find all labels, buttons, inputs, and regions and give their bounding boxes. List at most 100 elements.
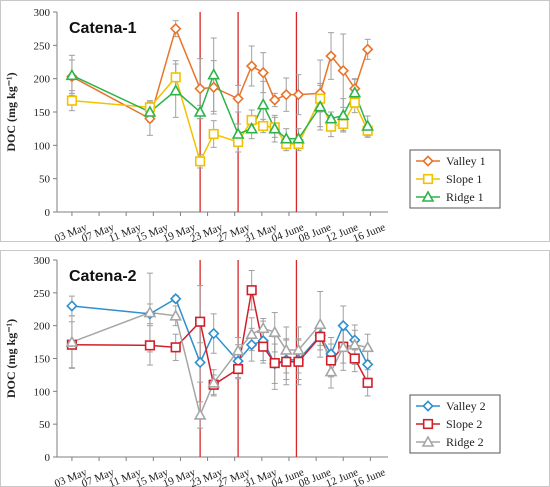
valley-1-point xyxy=(257,66,269,79)
ridge-2-point xyxy=(207,376,221,388)
catena-1-y-tick-label: 100 xyxy=(34,140,51,152)
slope-1-point xyxy=(338,118,349,130)
valley-1-point xyxy=(337,64,349,77)
valley-1-point xyxy=(207,81,220,94)
valley-2-legend-marker xyxy=(422,400,434,412)
ridge-1-point xyxy=(313,100,327,112)
valley-1-legend-label: Valley 1 xyxy=(446,154,486,168)
slope-2-point xyxy=(144,340,156,351)
ridge-2-point xyxy=(292,343,305,355)
slope-2-line xyxy=(71,290,369,386)
catena-2-y-axis-label: DOC (mg kg⁻¹) xyxy=(4,319,18,398)
slope-2-legend-marker xyxy=(422,418,434,430)
valley-2-line xyxy=(71,297,369,365)
slope-1-point xyxy=(325,121,337,132)
slope-1-legend-marker xyxy=(422,173,434,185)
catena-1-y-tick-label: 150 xyxy=(34,107,51,119)
catena-1-y-axis-label: DOC (mg kg⁻¹) xyxy=(4,72,18,151)
ridge-1-point xyxy=(336,108,350,121)
ridge-2-point xyxy=(143,305,157,318)
slope-2-point xyxy=(170,342,181,353)
valley-1-legend-marker xyxy=(422,155,434,167)
slope-2-point xyxy=(246,285,257,296)
ridge-2-point xyxy=(361,340,375,353)
slope-2-point xyxy=(195,316,206,327)
valley-2-point xyxy=(245,338,258,351)
slope-1-point xyxy=(66,95,78,106)
valley-2-point xyxy=(207,327,220,340)
slope-2-point xyxy=(293,356,304,367)
ridge-1-point xyxy=(169,84,183,96)
valley-1-point xyxy=(325,50,337,62)
ridge-2-point xyxy=(324,364,338,377)
ridge-2-point xyxy=(268,325,282,338)
catena-1-y-tick-label: 250 xyxy=(34,40,51,52)
ridge-2-point xyxy=(256,321,270,334)
ridge-2-legend-marker xyxy=(421,435,435,447)
ridge-1-point xyxy=(231,127,245,139)
catena-1-y-tick-label: 300 xyxy=(34,7,51,19)
ridge-1-point xyxy=(193,105,207,117)
ridge-1-point xyxy=(268,122,282,134)
ridge-1-point xyxy=(292,132,305,144)
catena-2-y-tick-label: 200 xyxy=(34,321,51,333)
slope-2-point xyxy=(281,356,292,367)
catena-1-title: Catena-1 xyxy=(69,20,137,37)
slope-2-point xyxy=(362,377,373,388)
ridge-2-point xyxy=(193,408,207,420)
ridge-2-point xyxy=(65,335,79,347)
slope-1-point xyxy=(170,72,181,83)
catena-1-y-tick-label: 50 xyxy=(39,174,51,186)
ridge-1-point xyxy=(143,105,157,117)
ridge-1-legend-marker xyxy=(421,190,435,202)
catena-1-legend: Valley 1 Slope 1 Ridge 1 xyxy=(409,149,501,209)
slope-1-line xyxy=(71,75,369,164)
ridge-1-point xyxy=(245,122,259,134)
ridge-2-line xyxy=(71,311,368,418)
catena-2-y-tick-label: 250 xyxy=(34,288,51,300)
slope-1-point xyxy=(349,97,360,108)
catena-2-title: Catena-2 xyxy=(69,268,137,285)
slope-2-point xyxy=(325,355,337,366)
catena-1-y-tick-label: 200 xyxy=(34,74,51,86)
slope-2-point xyxy=(315,331,326,342)
slope-2-point xyxy=(349,353,360,364)
valley-2-point xyxy=(169,293,182,305)
ridge-2-point xyxy=(231,343,245,356)
ridge-1-point xyxy=(361,119,375,131)
slope-1-point xyxy=(258,120,269,132)
valley-1-point xyxy=(361,43,374,56)
valley-1-point xyxy=(280,88,292,101)
ridge-1-point xyxy=(65,68,79,81)
ridge-2-point xyxy=(245,327,259,340)
ridge-2-point xyxy=(169,309,183,321)
valley-2-point xyxy=(361,358,374,371)
ridge-1-legend-label: Ridge 1 xyxy=(446,190,484,204)
ridge-1-point xyxy=(207,68,221,80)
ridge-2-point xyxy=(348,338,362,350)
valley-2-point xyxy=(194,356,206,369)
catena-2-y-tick-label: 50 xyxy=(39,419,51,431)
valley-1-point xyxy=(232,92,244,105)
ridge-1-point xyxy=(256,98,270,110)
catena-2-y-tick-label: 100 xyxy=(34,386,51,398)
valley-1-point xyxy=(268,94,281,106)
valley-1-point xyxy=(292,88,305,101)
ridge-1-point xyxy=(348,86,362,98)
ridge-2-point xyxy=(279,343,293,355)
catena-2-y-tick-label: 0 xyxy=(45,452,51,464)
catena-2-y-tick-label: 150 xyxy=(34,354,51,366)
ridge-2-point xyxy=(336,340,350,353)
catena-1-y-tick-label: 0 xyxy=(45,207,51,219)
ridge-1-line xyxy=(71,72,369,140)
slope-2-point xyxy=(233,363,244,375)
valley-2-legend-label: Valley 2 xyxy=(446,399,486,413)
valley-1-point xyxy=(194,82,206,95)
slope-1-legend-label: Slope 1 xyxy=(446,172,482,186)
ridge-1-point xyxy=(324,112,338,124)
catena-2-y-tick-label: 300 xyxy=(34,255,51,267)
slope-1-point xyxy=(195,156,206,167)
ridge-1-point xyxy=(279,132,293,144)
